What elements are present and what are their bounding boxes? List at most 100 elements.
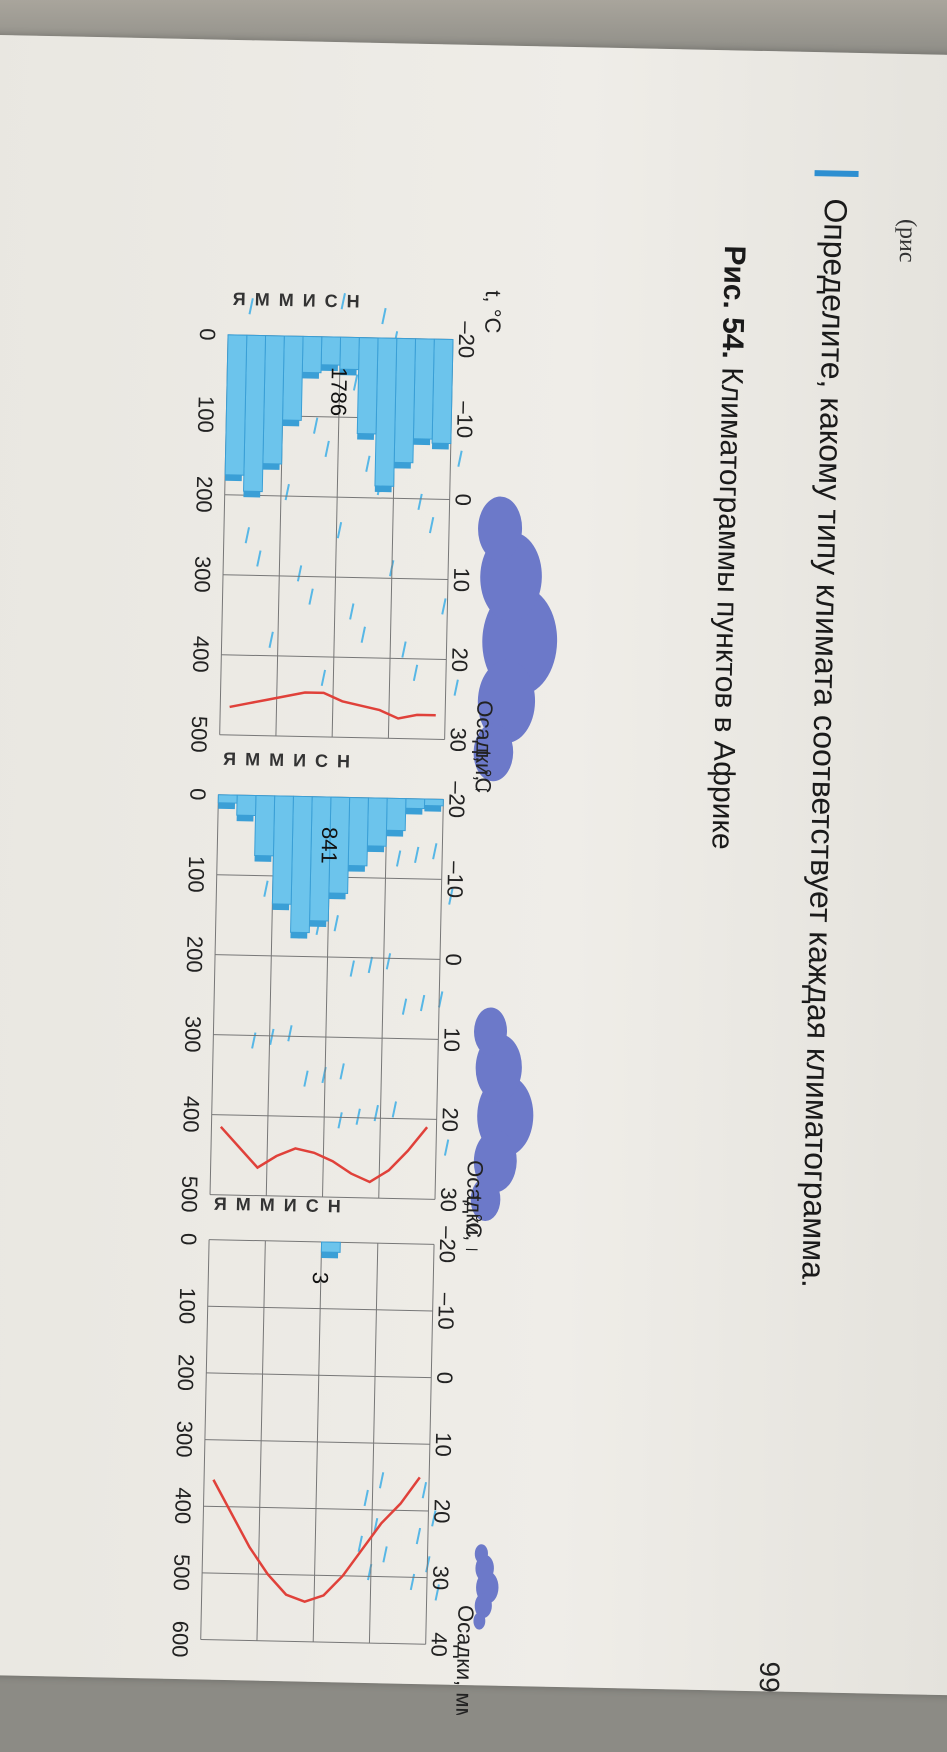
precipitation-bar-edge	[321, 1251, 339, 1259]
precipitation-bar-edge	[282, 419, 300, 427]
rain-streak	[382, 1546, 388, 1563]
temperature-tick-label: 0	[441, 953, 466, 966]
temperature-tick-label: 10	[449, 567, 475, 592]
rain-streak	[431, 1510, 437, 1527]
rain-streak	[269, 1028, 275, 1046]
temperature-tick-label: 20	[437, 1107, 463, 1132]
rain-streak	[428, 516, 435, 534]
precipitation-tick-label: 0	[185, 788, 210, 801]
cloud-puff	[470, 1177, 501, 1221]
climatogram-3: –20 –10 0 10 20 30 40 0 100 200 300 400 500 600 t, °C О…	[139, 1168, 650, 1719]
rain-streak	[337, 1112, 343, 1129]
rain-streak	[244, 527, 251, 544]
precipitation-bar	[224, 334, 248, 476]
temperature-tick-label: 30	[445, 727, 471, 752]
precipitation-axis-title: Осадки, мм	[451, 1605, 478, 1719]
precipitation-bar-edge	[218, 802, 235, 810]
precipitation-tick-label: 500	[186, 716, 212, 753]
rain-streak	[284, 483, 290, 501]
rain-streak	[296, 565, 303, 582]
rain-streak	[268, 631, 274, 648]
temperature-tick-label: 10	[439, 1027, 465, 1052]
precipitation-tick-label: 400	[188, 636, 214, 673]
precipitation-bar	[385, 797, 407, 832]
precipitation-tick-label: 200	[173, 1354, 199, 1391]
rain-streak	[349, 960, 355, 977]
precipitation-bar	[290, 795, 313, 934]
rain-streak	[256, 550, 262, 567]
rain-streak	[349, 603, 355, 620]
rain-streak	[251, 1032, 257, 1049]
temperature-line	[229, 691, 436, 720]
precipitation-bar	[254, 794, 276, 857]
precipitation-tick-label: 0	[195, 328, 220, 341]
precipitation-tick-label: 100	[183, 856, 209, 893]
figure-caption: Рис. 54. Климатограммы пунктов в Африке	[704, 245, 751, 850]
precipitation-tick-label: 100	[174, 1287, 200, 1324]
rain-streak	[432, 843, 438, 860]
precipitation-bar-edge	[262, 463, 280, 470]
temperature-tick-label: –10	[442, 861, 468, 898]
rain-streak	[419, 994, 426, 1012]
precipitation-tick-label: 200	[182, 936, 208, 973]
rain-streak	[367, 956, 374, 974]
rain-streak	[412, 664, 419, 681]
rain-streak	[434, 1584, 440, 1601]
cloud-puff	[473, 1129, 517, 1193]
precipitation-bar	[393, 337, 417, 464]
rain-streak	[333, 915, 339, 932]
rain-streak	[308, 588, 314, 605]
precipitation-bar	[405, 798, 426, 810]
precipitation-bar-edge	[374, 485, 392, 493]
climatogram-1: –20 –10 0 10 20 30 0 100 200 300 400 500 t, °C Осадки…	[159, 264, 670, 794]
precipitation-tick-label: 400	[170, 1487, 196, 1524]
month-labels: Я М М И С Н	[233, 289, 362, 312]
precipitation-bar-edge	[309, 920, 327, 928]
precipitation-bar-edge	[367, 845, 385, 853]
rain-streak	[360, 626, 366, 643]
rain-streak	[363, 1489, 369, 1507]
page-number: 99	[753, 1661, 786, 1693]
rain-streak	[381, 307, 387, 325]
cloud-icon	[251, 843, 534, 1221]
temperature-tick-label: –20	[444, 781, 470, 818]
cloud-puff	[474, 1544, 488, 1564]
temperature-tick-label: 10	[431, 1432, 457, 1457]
temperature-tick-label: –20	[435, 1226, 461, 1263]
grid-line-horizontal	[331, 337, 342, 738]
precipitation-axis-title: Осадки, мм	[470, 700, 497, 794]
precipitation-bar-edge	[431, 443, 449, 450]
figure-title: Климатограммы пунктов в Африке	[705, 366, 749, 850]
rain-streak	[395, 850, 402, 867]
precipitation-bar	[236, 794, 257, 817]
rain-streak	[248, 298, 254, 315]
temperature-tick-label: 20	[447, 647, 473, 672]
rain-streak	[443, 1139, 450, 1156]
precipitation-tick-label: 500	[169, 1554, 195, 1591]
precipitation-bar-edge	[272, 903, 290, 911]
annual-precipitation-total: 841	[316, 827, 342, 864]
grid-line-horizontal	[209, 794, 219, 1195]
precipitation-bar	[282, 335, 304, 421]
rotated-page-content: (рис –20 –10 0 10 20 30 0 100 200 300 400 500 t, °C О…	[0, 35, 929, 1751]
precipitation-tick-label: 400	[178, 1096, 204, 1133]
rain-streak	[339, 1063, 345, 1080]
month-labels: Я М М И С Н	[223, 749, 352, 772]
rain-streak	[391, 1101, 398, 1118]
precipitation-bar	[356, 337, 379, 435]
annual-precipitation-total: 3	[308, 1272, 333, 1285]
precipitation-tick-label: 300	[172, 1421, 198, 1458]
temperature-line	[212, 1476, 421, 1604]
rain-streak	[287, 1025, 293, 1042]
precipitation-bar-edge	[328, 893, 346, 900]
precipitation-bar-edge	[243, 491, 261, 498]
cloud-icon	[244, 293, 558, 782]
cloud-puff	[474, 1007, 508, 1056]
precipitation-bar-edge	[224, 474, 242, 482]
precipitation-bar-edge	[348, 865, 365, 872]
rain-streak	[448, 888, 454, 905]
temperature-tick-label: –10	[452, 401, 478, 438]
